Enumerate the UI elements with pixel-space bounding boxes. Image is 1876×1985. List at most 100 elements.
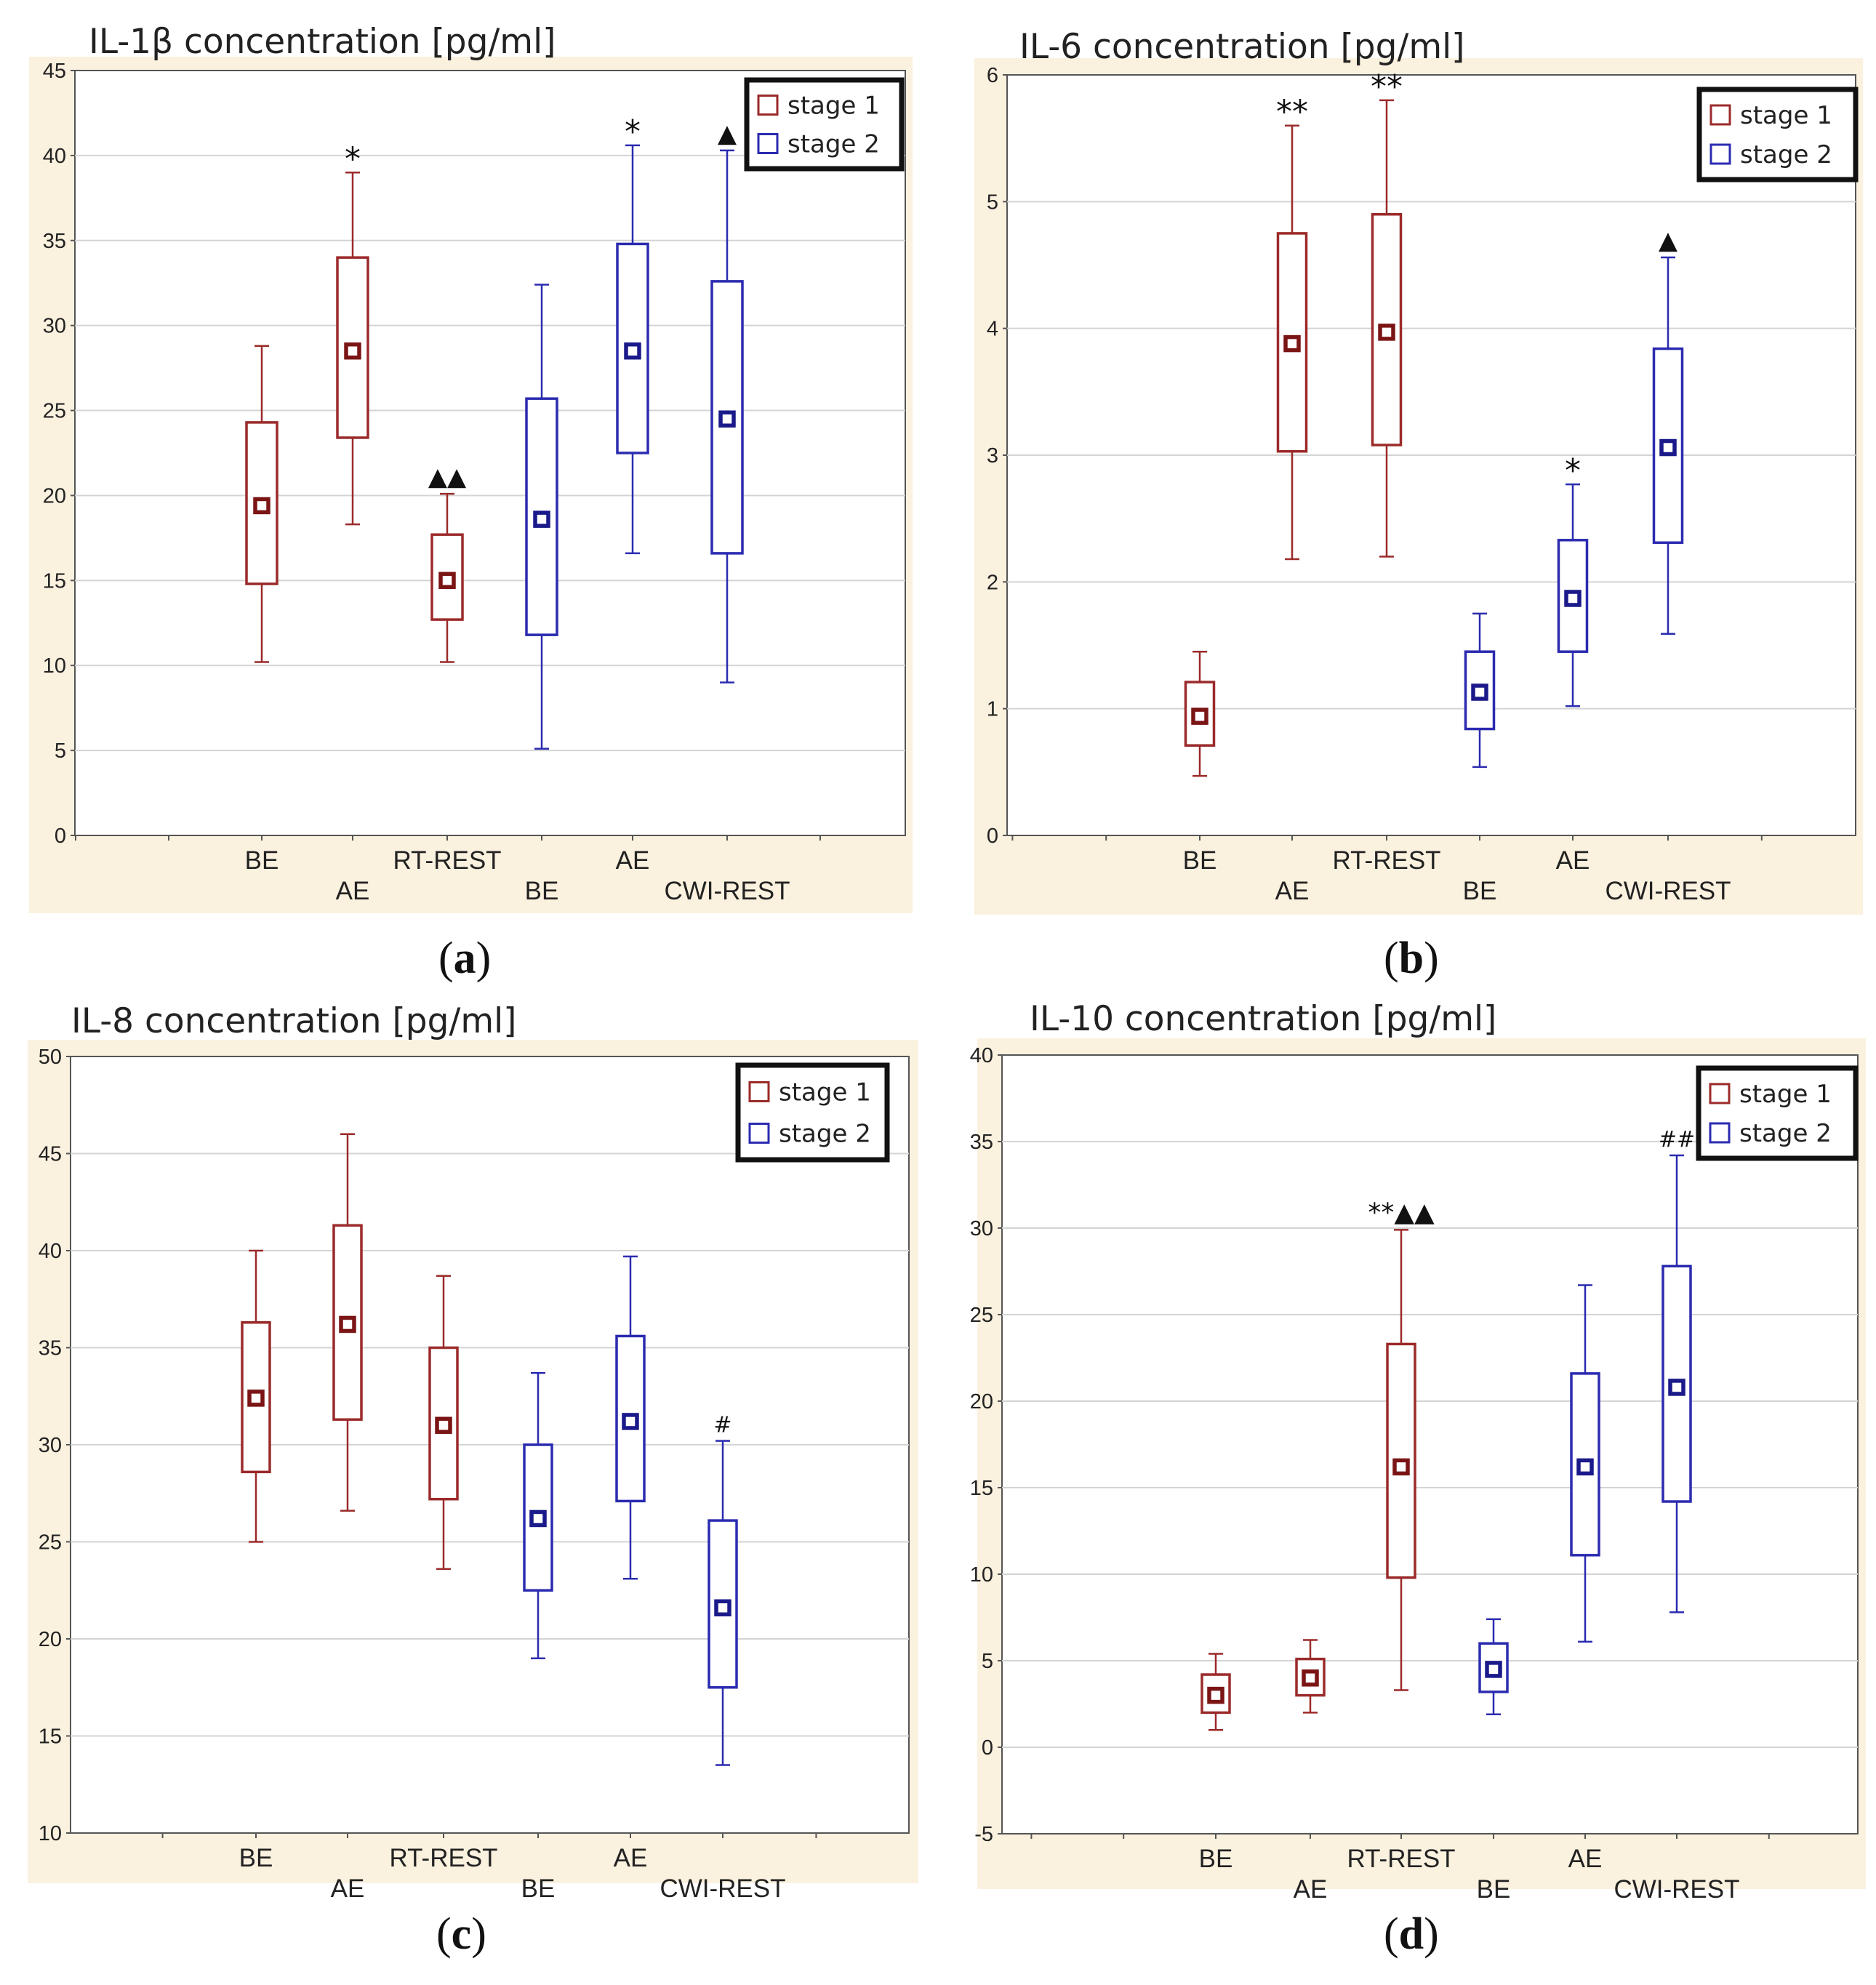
box-stage1-ae: * [336, 140, 369, 526]
legend-label-stage1: stage 1 [779, 1078, 871, 1107]
x-category-label: RT-REST [389, 1844, 497, 1872]
legend-swatch-stage2 [1709, 1122, 1731, 1144]
legend-label-stage2: stage 2 [1740, 140, 1832, 169]
x-category-label: BE [521, 1874, 556, 1903]
mean-marker [1668, 1379, 1685, 1396]
box-stage2-be [525, 284, 558, 750]
legend-swatch-stage1 [757, 95, 779, 116]
mean-marker [1576, 1458, 1594, 1476]
legend-frame [735, 1062, 890, 1163]
significance-marker: * [625, 113, 641, 151]
mean-marker [714, 1599, 731, 1617]
box-stage1-ae: ** [1276, 94, 1308, 561]
significance-marker: * [1565, 452, 1581, 489]
y-tick-label: 40 [43, 145, 66, 168]
grid-lines-top [1003, 74, 1856, 841]
box-stage2-ae: * [616, 113, 649, 555]
chart-il6: IL-6 concentration [pg/ml] 0 1 2 3 4 5 6 BE AE R… [974, 27, 1863, 915]
y-tick-label: 0 [982, 1736, 993, 1760]
mean-marker [1207, 1686, 1224, 1704]
x-category-labels: BE AE RT-REST BE AE CWI-REST [239, 1844, 786, 1903]
y-tick-label: 10 [970, 1563, 993, 1587]
x-category-label: AE [331, 1874, 365, 1903]
legend-label-stage1: stage 1 [1739, 1080, 1832, 1109]
y-tick-labels: 0 1 2 3 4 5 6 [987, 64, 998, 848]
x-category-label: RT-REST [1332, 846, 1440, 875]
mean-marker [1302, 1669, 1319, 1687]
mean-marker [344, 342, 361, 360]
x-category-label: BE [525, 877, 559, 905]
box-stage2-ae: * [1557, 452, 1589, 707]
significance-marker: ** [1276, 94, 1308, 131]
panel-caption-a: (a) [438, 934, 492, 983]
box-stage1-rt-rest [428, 1275, 459, 1571]
box-stage2-cwi-rest: ▲ [1652, 226, 1684, 635]
chart-title: IL-10 concentration [pg/ml] [1030, 999, 1496, 1039]
y-tick-label: 40 [970, 1044, 993, 1067]
legend-swatch-stage2 [748, 1123, 770, 1144]
significance-marker: ▲ [1659, 226, 1678, 255]
x-category-label: AE [1568, 1845, 1603, 1873]
mean-marker [438, 572, 456, 590]
mean-marker [1378, 324, 1395, 341]
legend-swatch-stage1 [748, 1081, 770, 1102]
y-tick-label: -5 [974, 1823, 993, 1846]
x-category-label: BE [1463, 877, 1497, 905]
y-tick-label: 10 [43, 654, 66, 678]
boxes: * ▲▲ * ▲ [245, 113, 744, 750]
chart-il10: IL-10 concentration [pg/ml] -5 0 5 10 15 20 25… [970, 999, 1866, 1904]
mean-marker [1485, 1661, 1502, 1678]
legend-swatch-stage1 [1709, 104, 1731, 126]
mean-marker [529, 1509, 547, 1528]
x-category-label: AE [616, 846, 650, 875]
y-tick-labels: -5 0 5 10 15 20 25 30 35 40 [970, 1044, 993, 1846]
box-stage1-be [1200, 1653, 1231, 1731]
y-tick-label: 35 [39, 1337, 62, 1360]
plot-area [74, 70, 906, 836]
legend: stage 1 stage 2 [744, 77, 905, 172]
x-category-label: CWI-REST [1605, 877, 1731, 905]
mean-marker [1191, 707, 1208, 725]
y-tick-label: 5 [987, 191, 998, 214]
x-category-label: CWI-REST [1614, 1875, 1739, 1904]
mean-marker [247, 1390, 265, 1407]
x-category-label: BE [1183, 846, 1217, 875]
box-stage2-ae [615, 1255, 646, 1580]
x-category-labels: BE AE RT-REST BE AE CWI-REST [245, 846, 790, 905]
box-stage2-cwi-rest: ## [1659, 1127, 1695, 1613]
plot-area [1001, 1054, 1859, 1834]
x-category-label: AE [1275, 877, 1310, 905]
panel-caption-c: (c) [436, 1909, 486, 1959]
box-stage1-rt-rest: **▲▲ [1368, 1198, 1435, 1691]
legend-label-stage1: stage 1 [1740, 101, 1832, 130]
box-stage2-cwi-rest: # [707, 1413, 738, 1766]
chart-il8: IL-8 concentration [pg/ml] 10 15 20 25 30 35 4… [28, 1001, 918, 1903]
y-tick-label: 15 [39, 1725, 62, 1749]
x-category-label: CWI-REST [660, 1874, 785, 1903]
y-tick-label: 30 [39, 1434, 62, 1457]
y-tick-label: 30 [970, 1217, 993, 1240]
legend: stage 1 stage 2 [735, 1062, 890, 1163]
chart-title: IL-1β concentration [pg/ml] [89, 22, 556, 62]
y-tick-label: 30 [43, 315, 66, 338]
significance-marker: # [713, 1413, 731, 1438]
mean-marker [1392, 1458, 1410, 1476]
y-tick-label: 0 [987, 825, 998, 848]
y-tick-label: 35 [970, 1131, 993, 1154]
chart-title: IL-6 concentration [pg/ml] [1019, 27, 1465, 67]
y-tick-label: 25 [39, 1531, 62, 1555]
box-stage1-be [241, 1249, 271, 1543]
box-stage2-be [1478, 1618, 1509, 1716]
x-category-label: BE [245, 846, 279, 875]
y-tick-label: 1 [987, 698, 998, 721]
mean-marker [1659, 438, 1677, 457]
x-category-labels: BE AE RT-REST BE AE CWI-REST [1183, 846, 1731, 905]
boxes: **▲▲ ## [1200, 1127, 1695, 1731]
significance-marker: * [345, 140, 361, 177]
y-tick-label: 15 [43, 569, 66, 593]
boxes: *****▲ [1184, 68, 1684, 777]
x-category-label: RT-REST [393, 846, 501, 875]
mean-marker [718, 410, 736, 428]
y-tick-label: 2 [987, 571, 998, 594]
y-tick-label: 10 [39, 1822, 62, 1845]
